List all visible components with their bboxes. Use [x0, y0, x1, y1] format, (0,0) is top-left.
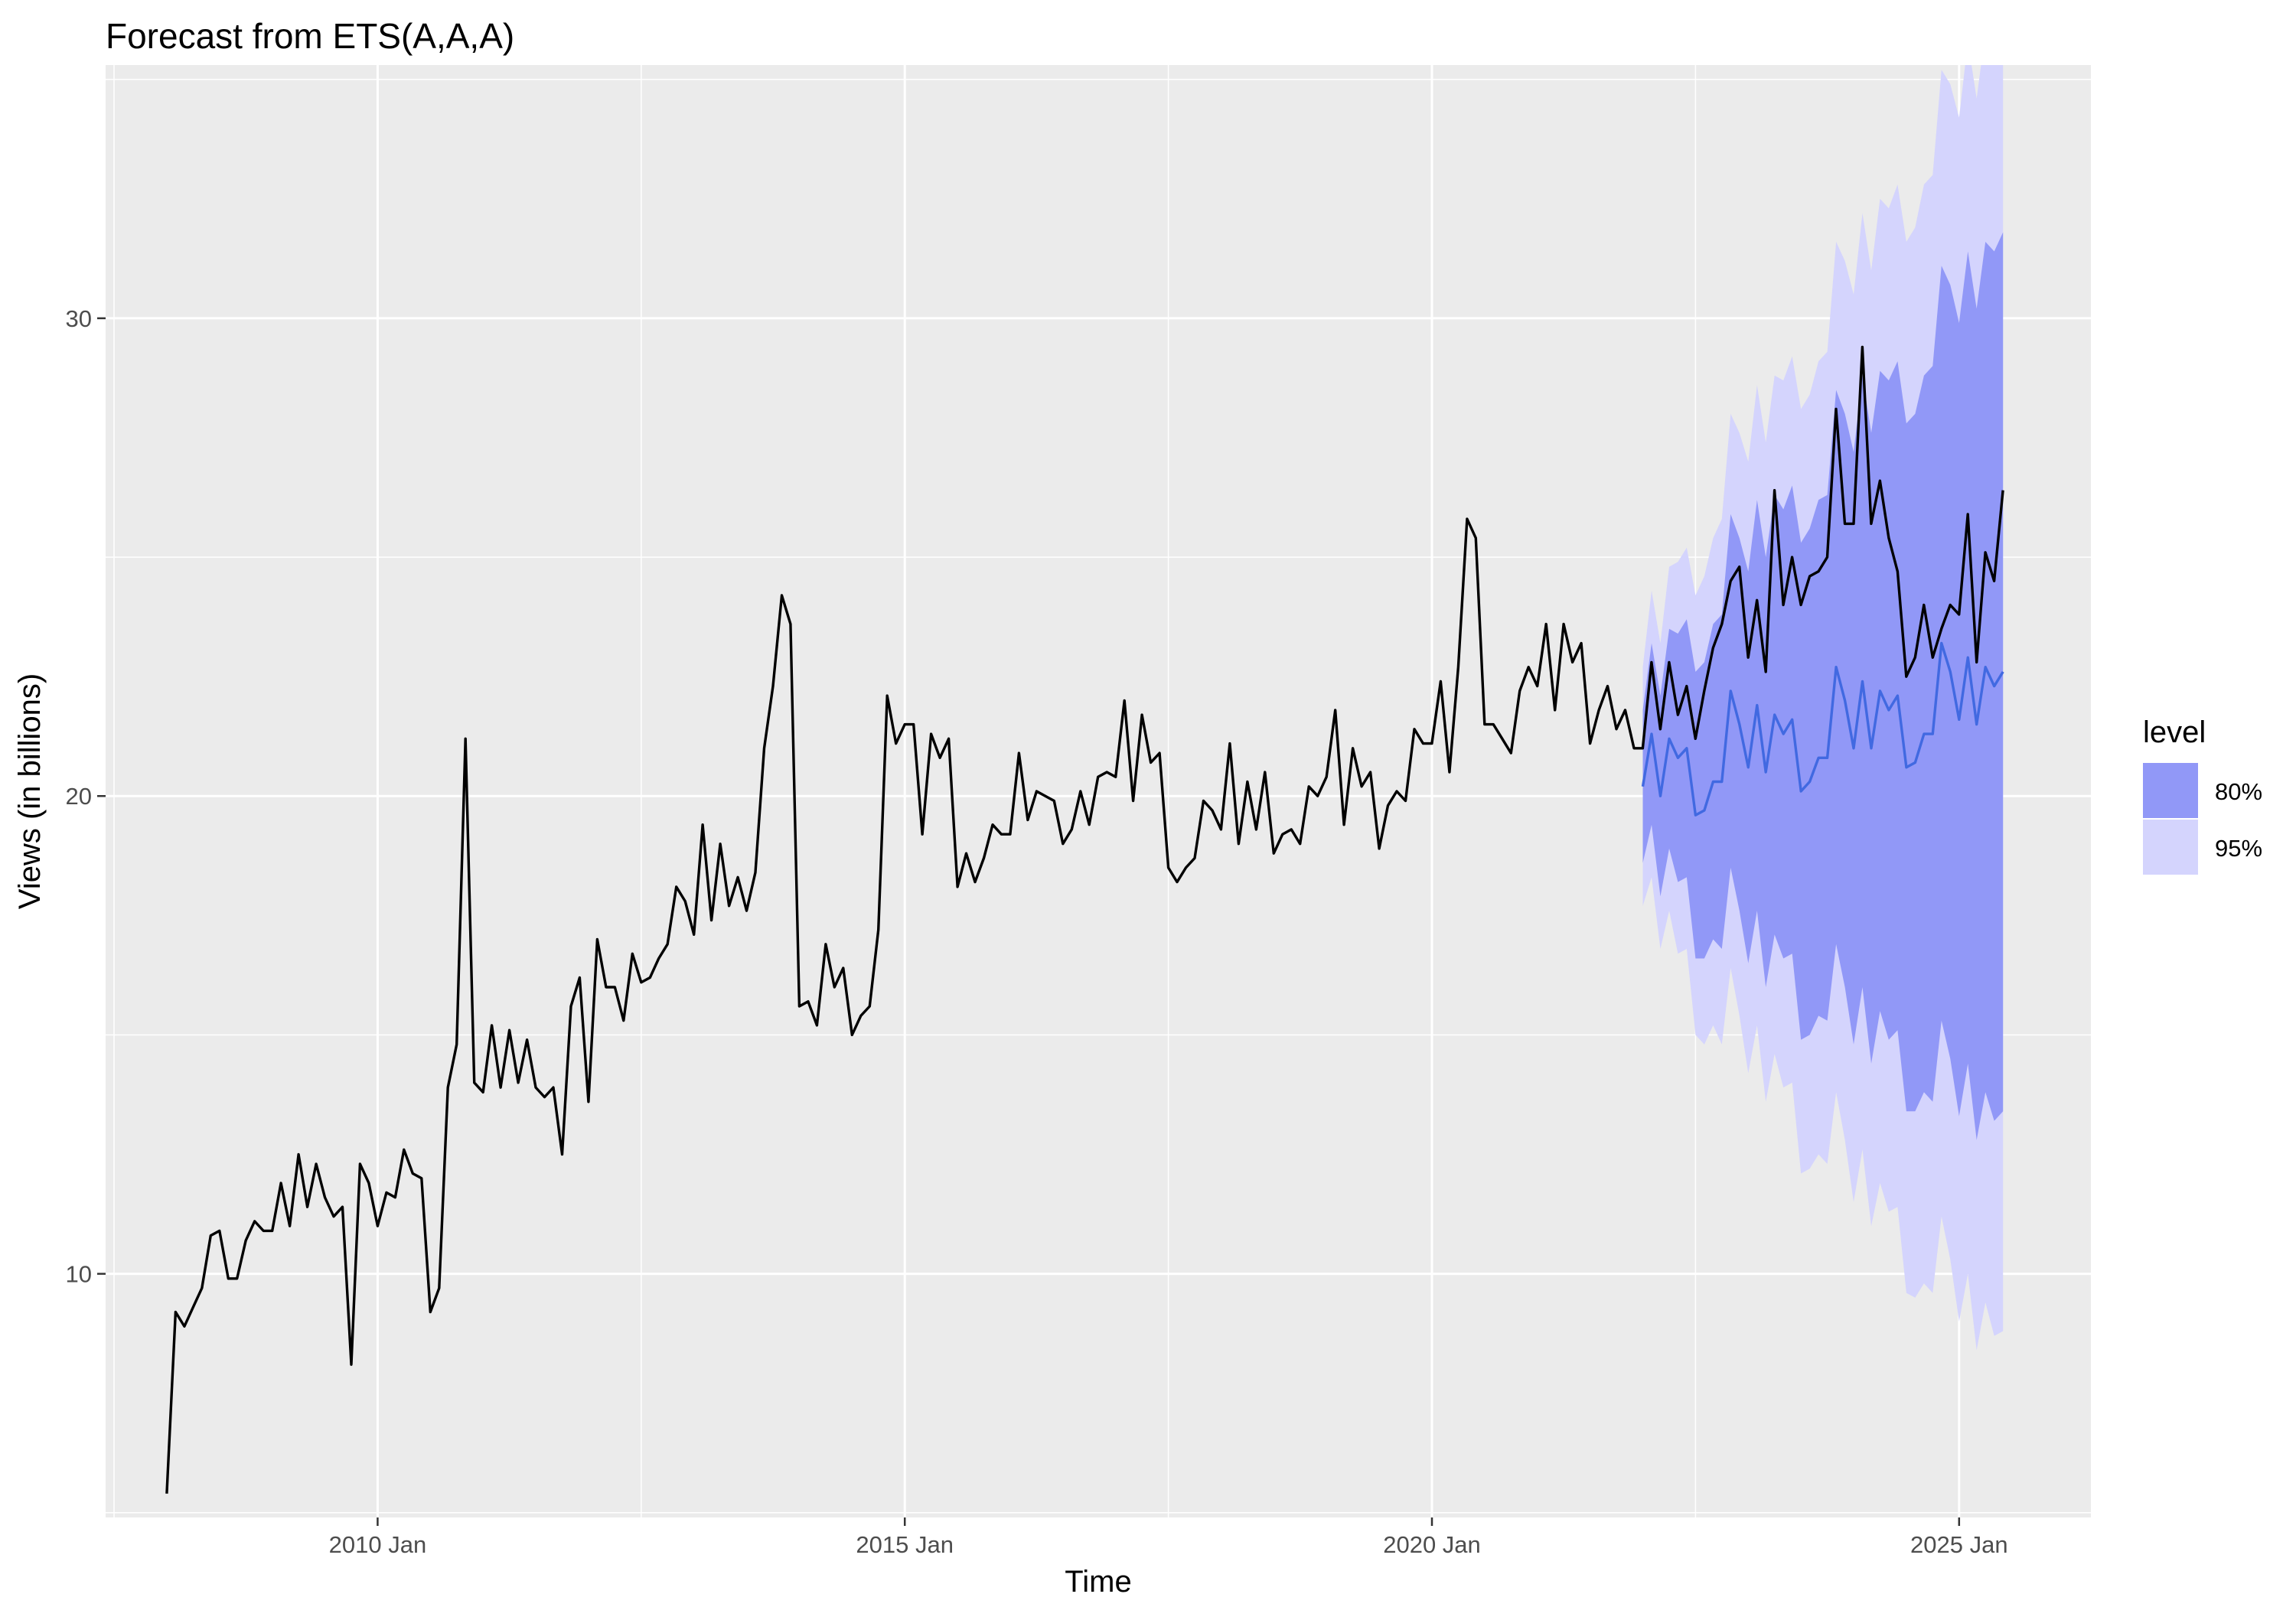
x-tick-label: 2015 Jan — [856, 1531, 954, 1558]
y-axis-title: Views (in billions) — [13, 673, 47, 909]
y-tick-label: 30 — [66, 305, 92, 332]
legend: level 80% 95% — [2143, 715, 2262, 875]
forecast-bands — [1642, 65, 2004, 1351]
forecast-line — [1641, 641, 2004, 817]
legend-key-95 — [2143, 820, 2198, 875]
legend-label-95: 95% — [2215, 835, 2262, 862]
x-axis: 2010 Jan 2015 Jan 2020 Jan 2025 Jan — [329, 1517, 2008, 1558]
x-tick-label: 2020 Jan — [1383, 1531, 1481, 1558]
series-lines — [165, 345, 2004, 1494]
legend-title: level — [2143, 715, 2206, 749]
x-tick-label: 2025 Jan — [1910, 1531, 2008, 1558]
actual-line — [165, 345, 2004, 1494]
x-tick-label: 2010 Jan — [329, 1531, 427, 1558]
legend-key-80 — [2143, 763, 2198, 818]
x-axis-title: Time — [1065, 1565, 1131, 1599]
chart-title: Forecast from ETS(A,A,A) — [106, 16, 514, 56]
y-tick-label: 10 — [66, 1261, 92, 1288]
band-80 — [1642, 232, 2004, 1140]
legend-label-80: 80% — [2215, 778, 2262, 805]
y-axis: 10 20 30 — [66, 305, 106, 1288]
y-tick-label: 20 — [66, 783, 92, 810]
grid-lines — [106, 65, 2091, 1517]
